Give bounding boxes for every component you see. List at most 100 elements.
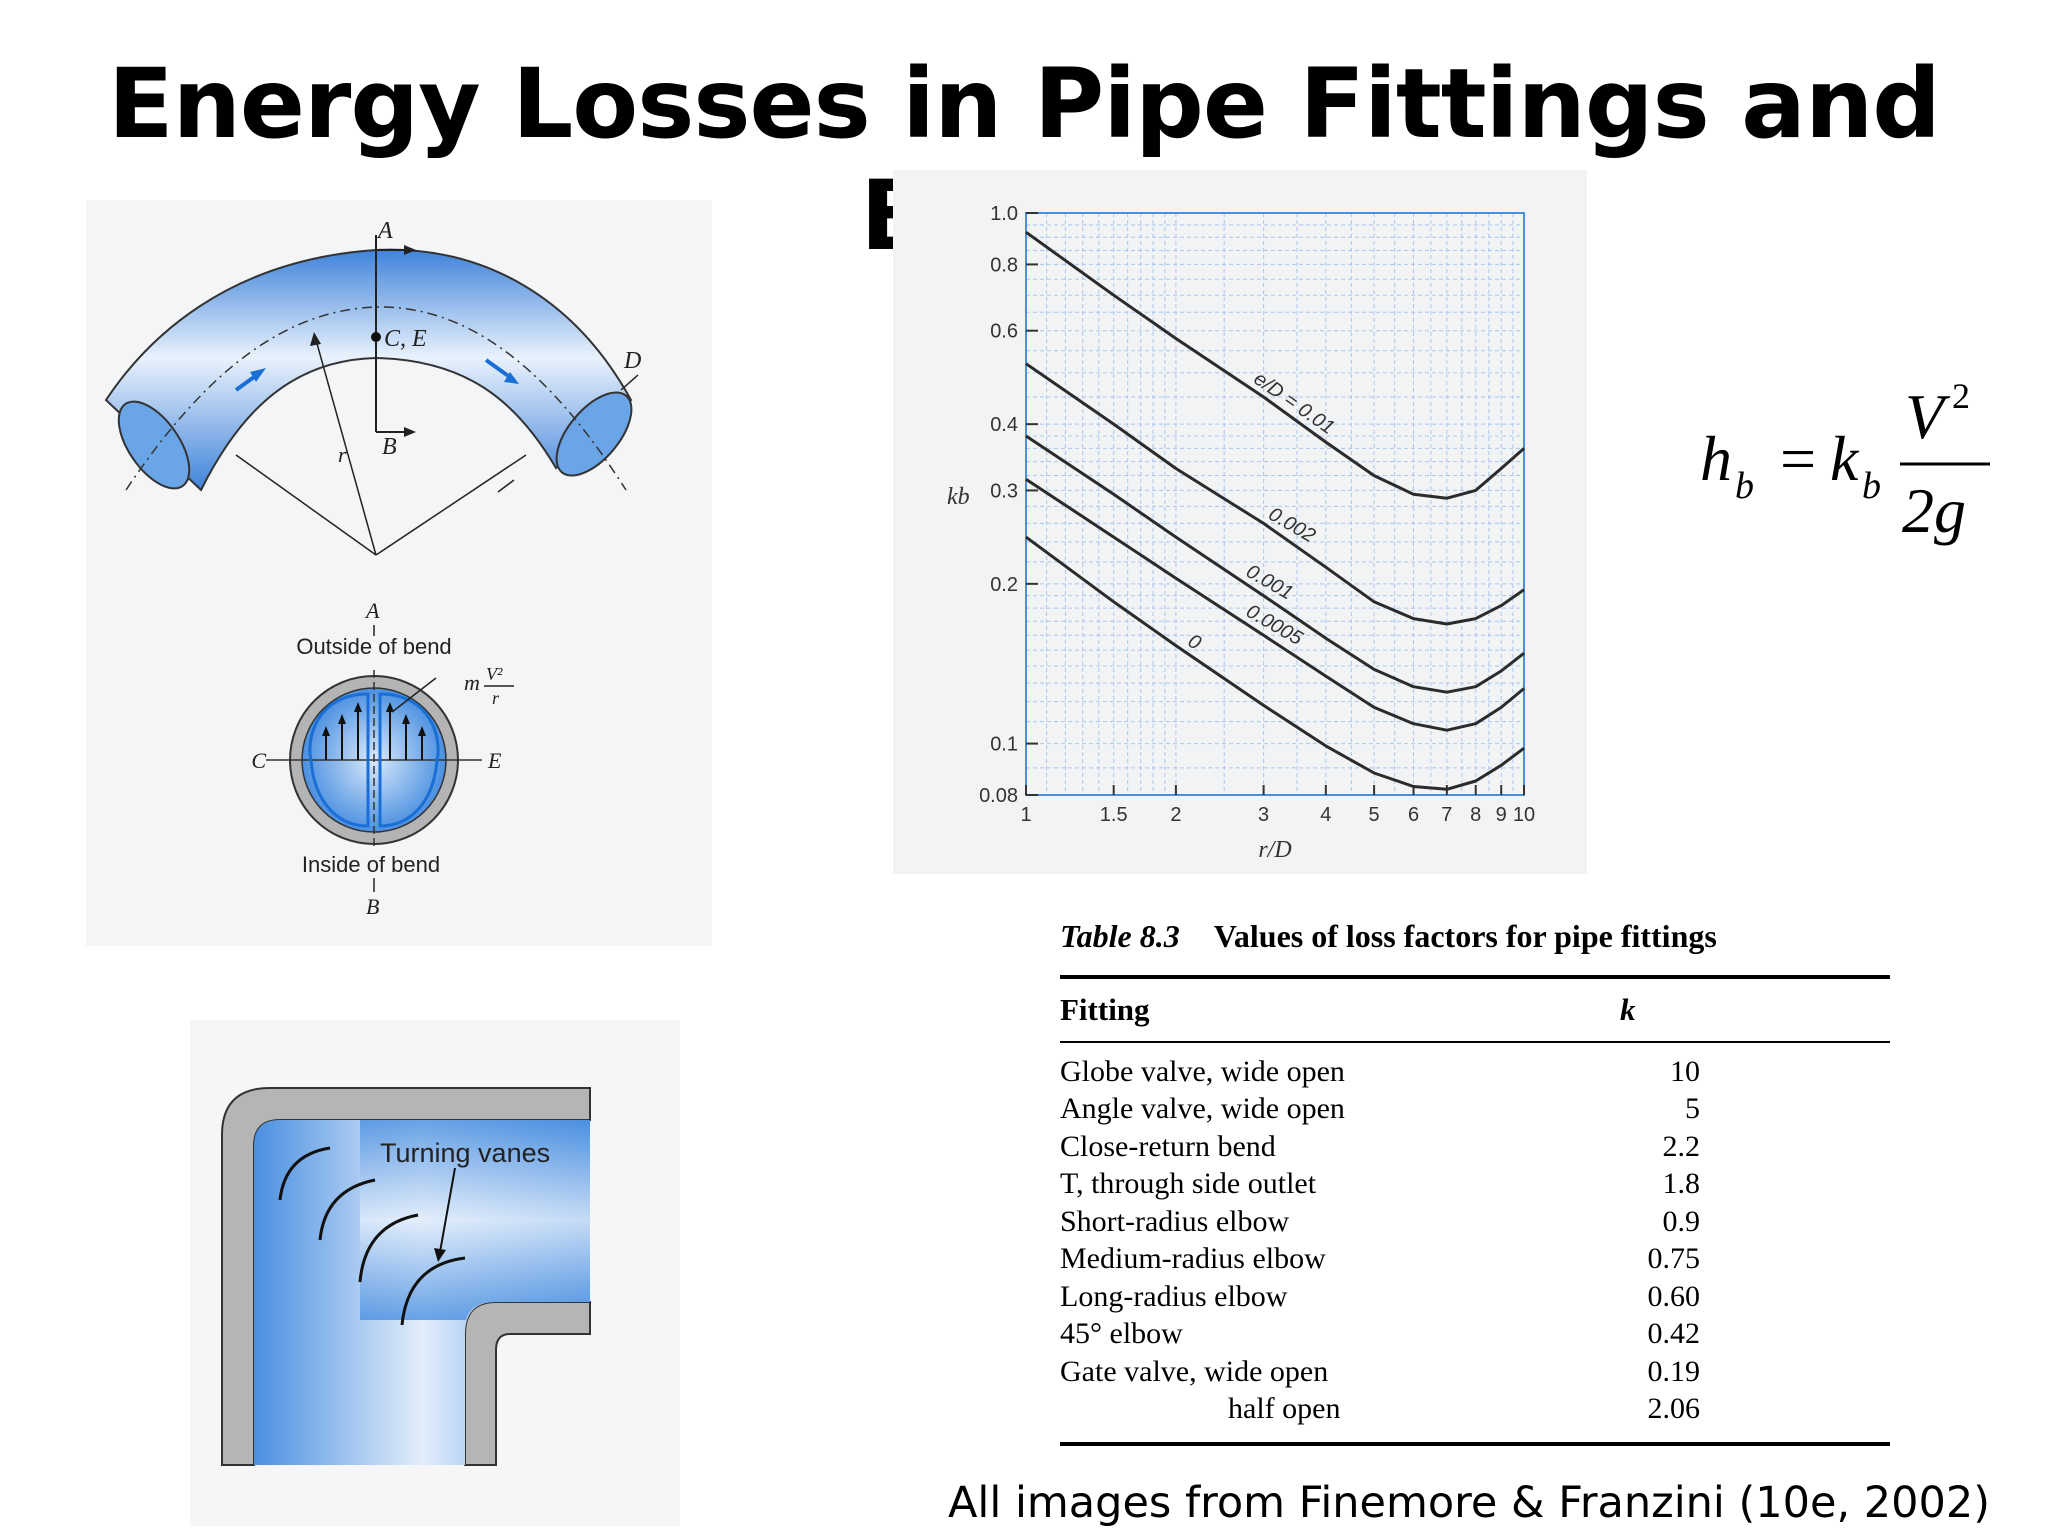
table-header-k: k — [1620, 992, 1636, 1027]
table-cell-k: 0.9 — [1662, 1204, 1701, 1238]
table-row: Gate valve, wide open 0.19 — [1060, 1353, 1890, 1391]
y-tick-label: 0.4 — [990, 414, 1018, 436]
bend-loss-chart: 1 1.5 2 3 4 5 6 7 8 9 10 1.0 0.8 0.6 0.4 0.3 0.2 0.1 0.08 r… — [893, 170, 1587, 874]
x-tick-label: 9 — [1496, 804, 1507, 826]
label-a-top: A — [376, 218, 393, 244]
y-tick-label: 1.0 — [990, 203, 1018, 225]
table-cell-fitting: Close-return bend — [1060, 1129, 1276, 1163]
table-cell-fitting: Medium-radius elbow — [1060, 1242, 1326, 1276]
table-cell-fitting: Globe valve, wide open — [1060, 1054, 1345, 1088]
pipe-bend-illustration: A C, E B D r A Outside of bend Inside of… — [104, 218, 641, 919]
table-header-fitting: Fitting — [1060, 992, 1150, 1027]
series-line — [1025, 434, 1525, 694]
table-cell-k: 5 — [1685, 1092, 1700, 1126]
table-caption: Table 8.3 Values of loss factors for pipe… — [1060, 918, 1890, 955]
table-row: half open 2.06 — [1060, 1391, 1890, 1429]
table-row: 45° elbow 0.42 — [1060, 1316, 1890, 1354]
label-d: D — [623, 348, 641, 374]
series-line — [1025, 477, 1525, 732]
x-tick-label: 7 — [1441, 804, 1452, 826]
formula-numerator: V — [1905, 381, 1951, 452]
label-b-cross: B — [366, 894, 379, 919]
table-body: Globe valve, wide open 10 Angle valve, wid… — [1060, 1043, 1890, 1442]
table-cell-fitting: Angle valve, wide open — [1060, 1092, 1345, 1126]
table-cell-k: 0.60 — [1647, 1279, 1701, 1313]
image-credit: All images from Finemore & Franzini (10e… — [948, 1478, 1990, 1528]
x-tick-label: 5 — [1369, 804, 1380, 826]
series-label: e/D = 0.01 — [1250, 368, 1339, 439]
series-line — [1025, 535, 1525, 791]
y-tick-label: 0.08 — [979, 785, 1018, 807]
label-force-m: m — [464, 670, 480, 695]
x-tick-label: 1 — [1020, 804, 1031, 826]
label-c: C — [251, 748, 266, 773]
table-cell-fitting: T, through side outlet — [1060, 1167, 1317, 1201]
table-row: Long-radius elbow 0.60 — [1060, 1278, 1890, 1316]
label-inside-of-bend: Inside of bend — [302, 852, 440, 877]
label-b-top: B — [382, 434, 397, 460]
plot-frame — [1025, 212, 1525, 796]
table-cell-fitting: Gate valve, wide open — [1060, 1354, 1329, 1388]
label-r: r — [338, 442, 347, 467]
table-row: Medium-radius elbow 0.75 — [1060, 1241, 1890, 1279]
turning-vanes-figure: Turning vanes — [190, 1020, 680, 1526]
label-ce: C, E — [384, 326, 427, 352]
table-cell-k: 2.06 — [1647, 1392, 1701, 1426]
y-tick-label: 0.6 — [990, 321, 1018, 343]
table-row: Angle valve, wide open 5 — [1060, 1091, 1890, 1129]
table-cell-k: 2.2 — [1662, 1129, 1701, 1163]
table-cell-fitting: Long-radius elbow — [1060, 1279, 1288, 1313]
table-row: Globe valve, wide open 10 — [1060, 1053, 1890, 1091]
formula-numerator-exponent: 2 — [1952, 376, 1970, 416]
label-outside-of-bend: Outside of bend — [296, 634, 451, 659]
label-force-denominator: r — [492, 688, 500, 708]
label-force-numerator: V² — [486, 664, 503, 684]
series-line — [1025, 362, 1525, 626]
table-row: T, through side outlet 1.8 — [1060, 1166, 1890, 1204]
pipe-bend-figure: A C, E B D r A Outside of bend Inside of… — [86, 200, 712, 946]
table-cell-k: 10 — [1670, 1054, 1700, 1088]
series-label: 0.002 — [1265, 503, 1319, 547]
x-tick-label: 6 — [1408, 804, 1419, 826]
label-a-cross: A — [364, 598, 380, 623]
table-cell-fitting: 45° elbow — [1060, 1317, 1183, 1351]
y-tick-label: 0.8 — [990, 254, 1018, 276]
turning-vanes-illustration: Turning vanes — [221, 1087, 591, 1466]
bend-loss-formula: h b = k b V 2 2g — [1690, 370, 2010, 560]
x-tick-label: 4 — [1320, 804, 1331, 826]
table-cell-fitting: Short-radius elbow — [1060, 1204, 1290, 1238]
table-caption-text: Values of loss factors for pipe fittings — [1213, 918, 1717, 954]
table-header-row: Fitting k — [1060, 979, 1890, 1041]
series-label: 0.001 — [1242, 560, 1296, 604]
x-tick-label: 10 — [1513, 804, 1535, 826]
label-turning-vanes: Turning vanes — [380, 1138, 550, 1168]
series-label: 0 — [1184, 630, 1205, 655]
table-cell-k: 1.8 — [1662, 1167, 1701, 1201]
table-number: Table 8.3 — [1060, 918, 1180, 954]
bend-loss-chart-svg: 1 1.5 2 3 4 5 6 7 8 9 10 1.0 0.8 0.6 0.4 0.3 0.2 0.1 0.08 r… — [947, 203, 1535, 863]
label-e: E — [487, 748, 502, 773]
table-row: Close-return bend 2.2 — [1060, 1128, 1890, 1166]
y-tick-label: 0.1 — [990, 734, 1018, 756]
table-cell-k: 0.19 — [1647, 1354, 1701, 1388]
formula-h: h — [1700, 423, 1732, 494]
y-tick-label: 0.3 — [990, 480, 1018, 502]
formula-k: k — [1830, 423, 1860, 494]
table-row: Short-radius elbow 0.9 — [1060, 1203, 1890, 1241]
x-tick-label: 2 — [1170, 804, 1181, 826]
table-cell-k: 0.75 — [1647, 1242, 1701, 1276]
x-axis-label: r/D — [1258, 837, 1291, 863]
series-line — [1025, 230, 1525, 500]
pipe-bend-body — [104, 248, 633, 492]
formula-equals: = — [1780, 423, 1816, 494]
y-axis-label: kb — [947, 484, 970, 510]
formula-k-subscript: b — [1862, 465, 1881, 507]
formula-denominator: 2g — [1902, 475, 1966, 546]
table-cell-k: 0.42 — [1647, 1317, 1701, 1351]
loss-factor-table: Table 8.3 Values of loss factors for pipe… — [1060, 918, 1890, 1446]
y-tick-label: 0.2 — [990, 574, 1018, 596]
table-cell-fitting: half open — [1228, 1392, 1341, 1426]
x-tick-label: 1.5 — [1100, 804, 1128, 826]
x-tick-label: 8 — [1470, 804, 1481, 826]
formula-h-subscript: b — [1735, 465, 1754, 507]
